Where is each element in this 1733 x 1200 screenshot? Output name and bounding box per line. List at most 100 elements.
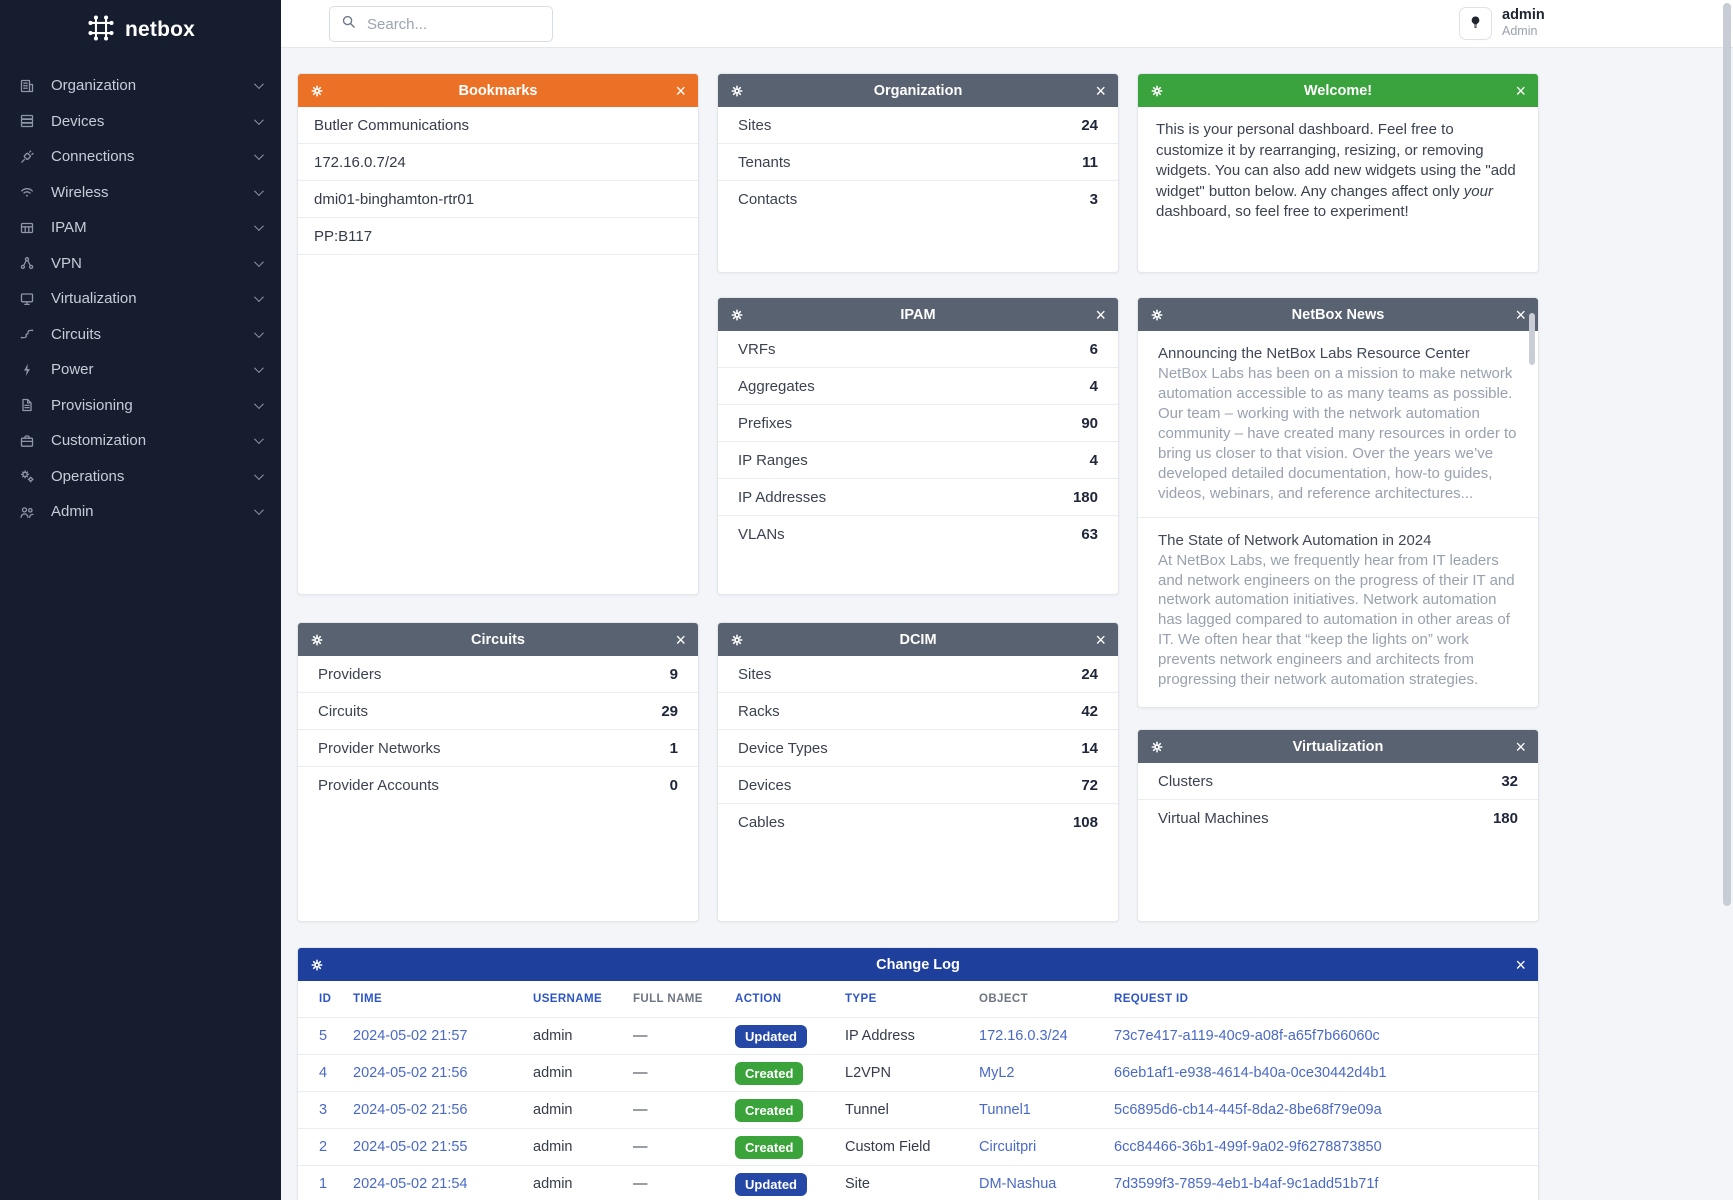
sidebar-item-wireless[interactable]: Wireless xyxy=(0,175,281,211)
column-header-username[interactable]: USERNAME xyxy=(533,993,603,1005)
cell-request-id[interactable]: 73c7e417-a119-40c9-a08f-a65f7b66060c xyxy=(1114,1028,1380,1044)
sidebar-item-operations[interactable]: Operations xyxy=(0,459,281,495)
cell-time[interactable]: 2024-05-02 21:56 xyxy=(353,1065,468,1081)
close-icon[interactable]: × xyxy=(1095,629,1106,650)
bookmark-item[interactable]: dmi01-binghamton-rtr01 xyxy=(298,181,698,218)
column-header-time[interactable]: TIME xyxy=(353,993,383,1005)
cell-id[interactable]: 2 xyxy=(319,1139,328,1155)
cell-id[interactable]: 1 xyxy=(319,1176,328,1192)
cell-object[interactable]: 172.16.0.3/24 xyxy=(979,1028,1068,1044)
stat-label: Providers xyxy=(318,665,382,683)
changelog-header-row: ID TIME USERNAME FULL NAME ACTION TYPE OBJECT R… xyxy=(298,981,1538,1018)
gear-icon[interactable] xyxy=(730,633,744,647)
widget-bookmarks: Bookmarks × Butler Communications 172.16.… xyxy=(297,73,699,595)
chevron-down-icon xyxy=(253,469,264,480)
cell-object[interactable]: MyL2 xyxy=(979,1065,1015,1081)
sidebar-item-ipam[interactable]: IPAM xyxy=(0,210,281,246)
cell-time[interactable]: 2024-05-02 21:57 xyxy=(353,1028,468,1044)
column-header-request-id[interactable]: REQUEST ID xyxy=(1114,993,1189,1005)
sidebar-item-customization[interactable]: Customization xyxy=(0,423,281,459)
cell-request-id[interactable]: 7d3599f3-7859-4eb1-b4af-9c1add51b71f xyxy=(1114,1176,1379,1192)
close-icon[interactable]: × xyxy=(1095,80,1106,101)
cell-request-id[interactable]: 5c6895d6-cb14-445f-8da2-8be68f79e09a xyxy=(1114,1102,1382,1118)
gear-icon[interactable] xyxy=(1150,308,1164,322)
news-item-title[interactable]: The State of Network Automation in 2024 xyxy=(1158,531,1432,549)
server-icon xyxy=(19,113,37,129)
page-scrollbar-thumb[interactable] xyxy=(1723,3,1731,906)
sidebar-item-circuits[interactable]: Circuits xyxy=(0,317,281,353)
close-icon[interactable]: × xyxy=(1515,954,1526,975)
cell-time[interactable]: 2024-05-02 21:56 xyxy=(353,1102,468,1118)
cell-object[interactable]: Circuitpri xyxy=(979,1139,1037,1155)
chevron-down-icon xyxy=(253,505,264,516)
sidebar-nav: Organization Devices Connections Wireless IP… xyxy=(0,56,281,542)
cell-full-name: — xyxy=(633,1065,648,1081)
sidebar-item-connections[interactable]: Connections xyxy=(0,139,281,175)
cell-type: IP Address xyxy=(845,1028,915,1044)
close-icon[interactable]: × xyxy=(675,80,686,101)
sidebar-item-admin[interactable]: Admin xyxy=(0,494,281,530)
gear-icon[interactable] xyxy=(730,308,744,322)
ip-grid-icon xyxy=(19,220,37,236)
sidebar-item-devices[interactable]: Devices xyxy=(0,104,281,140)
widget-title: Bookmarks xyxy=(458,82,538,99)
close-icon[interactable]: × xyxy=(1515,304,1526,325)
column-header-object: OBJECT xyxy=(979,993,1029,1005)
table-row: 1 2024-05-02 21:54 admin — Updated Site DM-Nas… xyxy=(298,1166,1538,1200)
close-icon[interactable]: × xyxy=(1095,304,1106,325)
sidebar-item-organization[interactable]: Organization xyxy=(0,68,281,104)
column-header-action[interactable]: ACTION xyxy=(735,993,782,1005)
cell-request-id[interactable]: 6cc84466-36b1-499f-9a02-9f6278873850 xyxy=(1114,1139,1382,1155)
news-scrollbar-thumb[interactable] xyxy=(1529,313,1535,365)
bookmark-item[interactable]: Butler Communications xyxy=(298,107,698,144)
column-header-id[interactable]: ID xyxy=(319,993,332,1005)
stat-row: Device Types 14 xyxy=(718,730,1118,767)
gear-icon[interactable] xyxy=(310,958,324,972)
sidebar-item-label: Customization xyxy=(51,432,147,450)
stat-label: Racks xyxy=(738,702,780,720)
cell-time[interactable]: 2024-05-02 21:54 xyxy=(353,1176,468,1192)
stat-value: 24 xyxy=(1081,116,1098,134)
stat-value: 1 xyxy=(669,739,678,757)
sidebar-item-label: Provisioning xyxy=(51,396,133,414)
widget-changelog-header: Change Log × xyxy=(298,948,1538,981)
chevron-down-icon xyxy=(253,79,264,90)
theme-toggle-button[interactable] xyxy=(1459,7,1492,40)
close-icon[interactable]: × xyxy=(1515,736,1526,757)
sidebar-item-vpn[interactable]: VPN xyxy=(0,246,281,282)
stat-label: Aggregates xyxy=(738,377,815,395)
bookmark-item[interactable]: 172.16.0.7/24 xyxy=(298,144,698,181)
cell-request-id[interactable]: 66eb1af1-e938-4614-b40a-0ce30442d4b1 xyxy=(1114,1065,1387,1081)
cell-id[interactable]: 5 xyxy=(319,1028,328,1044)
gear-icon[interactable] xyxy=(1150,740,1164,754)
user-menu[interactable]: admin Admin xyxy=(1502,7,1545,39)
netbox-logo[interactable]: netbox xyxy=(0,4,281,56)
cell-object[interactable]: DM-Nashua xyxy=(979,1176,1057,1192)
welcome-text: This is your personal dashboard. Feel fr… xyxy=(1156,121,1516,221)
gear-icon[interactable] xyxy=(310,84,324,98)
cell-time[interactable]: 2024-05-02 21:55 xyxy=(353,1139,468,1155)
column-header-type[interactable]: TYPE xyxy=(845,993,877,1005)
gear-icon[interactable] xyxy=(1150,84,1164,98)
stat-row: Sites 24 xyxy=(718,107,1118,144)
search-input[interactable] xyxy=(365,14,541,34)
gear-icon[interactable] xyxy=(730,84,744,98)
cell-object[interactable]: Tunnel1 xyxy=(979,1102,1031,1118)
widget-title: Virtualization xyxy=(1292,738,1384,755)
search-box[interactable] xyxy=(329,6,553,42)
cell-id[interactable]: 4 xyxy=(319,1065,328,1081)
news-item-title[interactable]: Announcing the NetBox Labs Resource Cent… xyxy=(1158,345,1470,362)
close-icon[interactable]: × xyxy=(675,629,686,650)
netbox-logo-icon xyxy=(86,13,116,48)
sidebar-item-power[interactable]: Power xyxy=(0,352,281,388)
sidebar-item-provisioning[interactable]: Provisioning xyxy=(0,388,281,424)
stat-value: 0 xyxy=(669,777,678,794)
cell-id[interactable]: 3 xyxy=(319,1102,328,1118)
action-badge: Created xyxy=(735,1135,804,1159)
close-icon[interactable]: × xyxy=(1515,80,1526,101)
stat-row: Virtual Machines 180 xyxy=(1138,800,1538,837)
gear-icon[interactable] xyxy=(310,633,324,647)
bookmark-item[interactable]: PP:B117 xyxy=(298,218,698,255)
sidebar-item-virtualization[interactable]: Virtualization xyxy=(0,281,281,317)
chevron-down-icon xyxy=(253,363,264,374)
